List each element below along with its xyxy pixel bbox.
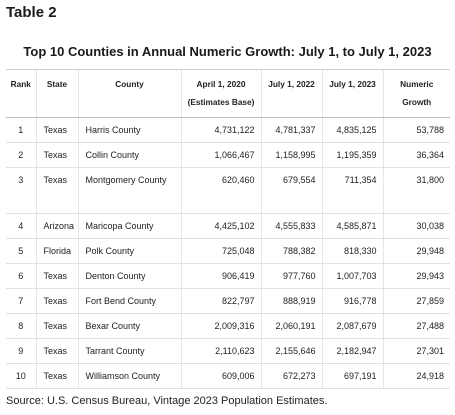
rank-cell: 5 bbox=[6, 238, 36, 264]
header-numeric-growth: Numeric Growth bbox=[382, 69, 450, 118]
growth-cell: 36,364 bbox=[382, 142, 450, 168]
july-2023-cell: 2,182,947 bbox=[321, 338, 383, 364]
july-2023-cell: 4,585,871 bbox=[321, 213, 383, 239]
growth-cell: 27,301 bbox=[382, 338, 450, 364]
table-row: 3 Texas Montgomery County 620,460 679,55… bbox=[6, 167, 450, 214]
header-july-2022: July 1, 2022 bbox=[260, 69, 322, 118]
table-row: 9 Texas Tarrant County 2,110,623 2,155,6… bbox=[6, 338, 450, 364]
county-cell: Tarrant County bbox=[77, 338, 181, 364]
july-2022-cell: 672,273 bbox=[260, 363, 322, 389]
growth-cell: 30,038 bbox=[382, 213, 450, 239]
table-row: 5 Florida Polk County 725,048 788,382 81… bbox=[6, 238, 450, 264]
county-cell: Fort Bend County bbox=[77, 288, 181, 314]
growth-cell: 24,918 bbox=[382, 363, 450, 389]
rank-cell: 1 bbox=[6, 117, 36, 143]
april-2020-cell: 906,419 bbox=[180, 263, 261, 289]
april-2020-cell: 2,110,623 bbox=[180, 338, 261, 364]
county-cell: Bexar County bbox=[77, 313, 181, 339]
july-2022-cell: 4,555,833 bbox=[260, 213, 322, 239]
july-2022-cell: 679,554 bbox=[260, 167, 322, 214]
header-july-2023: July 1, 2023 bbox=[321, 69, 383, 118]
july-2023-cell: 2,087,679 bbox=[321, 313, 383, 339]
rank-cell: 7 bbox=[6, 288, 36, 314]
july-2022-cell: 1,158,995 bbox=[260, 142, 322, 168]
rank-cell: 4 bbox=[6, 213, 36, 239]
county-cell: Montgomery County bbox=[77, 167, 181, 214]
rank-cell: 10 bbox=[6, 363, 36, 389]
table-row: 8 Texas Bexar County 2,009,316 2,060,191… bbox=[6, 313, 450, 339]
july-2023-cell: 711,354 bbox=[321, 167, 383, 214]
july-2022-cell: 2,155,646 bbox=[260, 338, 322, 364]
state-cell: Texas bbox=[35, 363, 78, 389]
rank-cell: 8 bbox=[6, 313, 36, 339]
growth-cell: 27,859 bbox=[382, 288, 450, 314]
state-cell: Texas bbox=[35, 263, 78, 289]
growth-cell: 31,800 bbox=[382, 167, 450, 214]
county-cell: Denton County bbox=[77, 263, 181, 289]
april-2020-cell: 725,048 bbox=[180, 238, 261, 264]
header-row: Rank State County April 1, 2020 (Estimat… bbox=[6, 69, 450, 118]
county-cell: Harris County bbox=[77, 117, 181, 143]
growth-cell: 29,943 bbox=[382, 263, 450, 289]
table-row: 6 Texas Denton County 906,419 977,760 1,… bbox=[6, 263, 450, 289]
table-label: Table 2 bbox=[6, 4, 57, 21]
county-cell: Collin County bbox=[77, 142, 181, 168]
growth-cell: 27,488 bbox=[382, 313, 450, 339]
table-row: 10 Texas Williamson County 609,006 672,2… bbox=[6, 363, 450, 389]
april-2020-cell: 4,731,122 bbox=[180, 117, 261, 143]
july-2023-cell: 916,778 bbox=[321, 288, 383, 314]
table-row: 2 Texas Collin County 1,066,467 1,158,99… bbox=[6, 142, 450, 168]
growth-cell: 53,788 bbox=[382, 117, 450, 143]
july-2022-cell: 4,781,337 bbox=[260, 117, 322, 143]
county-cell: Williamson County bbox=[77, 363, 181, 389]
july-2023-cell: 1,195,359 bbox=[321, 142, 383, 168]
header-state: State bbox=[35, 69, 78, 118]
header-county: County bbox=[77, 69, 181, 118]
table-row: 7 Texas Fort Bend County 822,797 888,919… bbox=[6, 288, 450, 314]
header-april-2020: April 1, 2020 (Estimates Base) bbox=[180, 69, 261, 118]
state-cell: Texas bbox=[35, 167, 78, 214]
table-title: Top 10 Counties in Annual Numeric Growth… bbox=[23, 44, 432, 59]
april-2020-cell: 4,425,102 bbox=[180, 213, 261, 239]
rank-cell: 9 bbox=[6, 338, 36, 364]
april-2020-cell: 609,006 bbox=[180, 363, 261, 389]
rank-cell: 3 bbox=[6, 167, 36, 214]
july-2023-cell: 818,330 bbox=[321, 238, 383, 264]
april-2020-cell: 1,066,467 bbox=[180, 142, 261, 168]
july-2022-cell: 888,919 bbox=[260, 288, 322, 314]
rank-cell: 2 bbox=[6, 142, 36, 168]
april-2020-cell: 822,797 bbox=[180, 288, 261, 314]
county-cell: Polk County bbox=[77, 238, 181, 264]
source-note: Source: U.S. Census Bureau, Vintage 2023… bbox=[6, 395, 328, 407]
july-2022-cell: 788,382 bbox=[260, 238, 322, 264]
july-2023-cell: 4,835,125 bbox=[321, 117, 383, 143]
july-2023-cell: 1,007,703 bbox=[321, 263, 383, 289]
july-2023-cell: 697,191 bbox=[321, 363, 383, 389]
state-cell: Texas bbox=[35, 338, 78, 364]
table-row: 4 Arizona Maricopa County 4,425,102 4,55… bbox=[6, 213, 450, 239]
state-cell: Florida bbox=[35, 238, 78, 264]
state-cell: Texas bbox=[35, 313, 78, 339]
april-2020-cell: 620,460 bbox=[180, 167, 261, 214]
state-cell: Texas bbox=[35, 142, 78, 168]
april-2020-cell: 2,009,316 bbox=[180, 313, 261, 339]
growth-table: Rank State County April 1, 2020 (Estimat… bbox=[6, 69, 450, 389]
july-2022-cell: 977,760 bbox=[260, 263, 322, 289]
header-rank: Rank bbox=[6, 69, 36, 118]
table-row: 1 Texas Harris County 4,731,122 4,781,33… bbox=[6, 117, 450, 143]
july-2022-cell: 2,060,191 bbox=[260, 313, 322, 339]
state-cell: Arizona bbox=[35, 213, 78, 239]
growth-cell: 29,948 bbox=[382, 238, 450, 264]
rank-cell: 6 bbox=[6, 263, 36, 289]
county-cell: Maricopa County bbox=[77, 213, 181, 239]
state-cell: Texas bbox=[35, 288, 78, 314]
state-cell: Texas bbox=[35, 117, 78, 143]
